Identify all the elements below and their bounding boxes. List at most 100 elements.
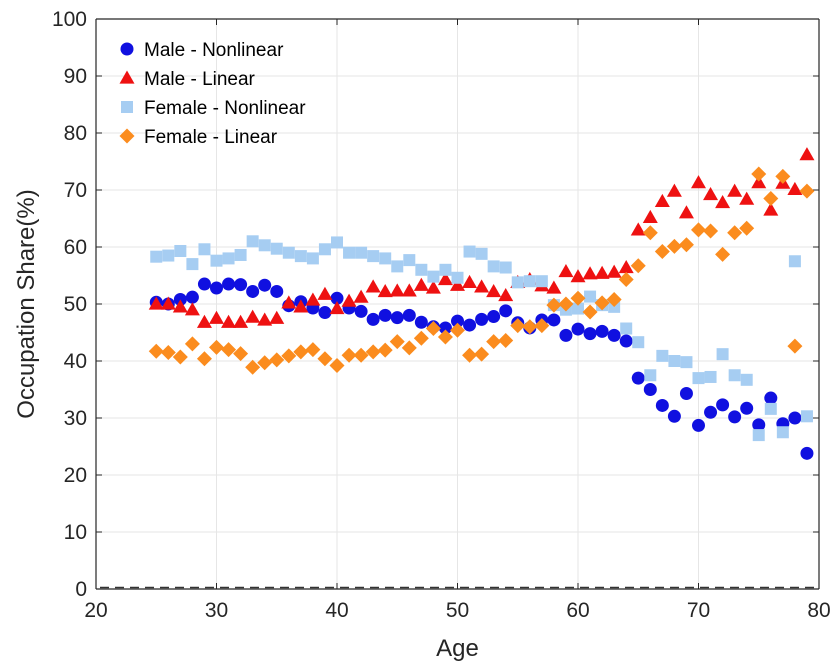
axes: 20 30 40 50 60 70 80 0 10 20 30 40 50 60 70 80 90 100	[52, 8, 831, 622]
legend-marker	[121, 101, 133, 113]
data-point	[667, 409, 681, 423]
y-tick-label: 50	[64, 293, 87, 316]
data-point	[463, 318, 477, 332]
data-point	[401, 340, 417, 356]
data-point	[162, 249, 175, 262]
data-point	[728, 410, 742, 424]
data-point	[668, 355, 681, 367]
data-point	[474, 346, 490, 362]
data-point	[642, 209, 658, 223]
legend-entry: Female - Linear	[119, 127, 278, 148]
series-4	[148, 166, 815, 375]
data-point	[209, 310, 224, 324]
data-point	[438, 321, 452, 335]
data-point	[666, 183, 682, 197]
x-tick-label: 60	[566, 599, 589, 622]
data-point	[764, 402, 777, 415]
data-point	[644, 369, 657, 382]
data-point	[679, 386, 693, 400]
data-point	[475, 312, 489, 326]
y-tick-label: 0	[75, 578, 87, 601]
data-point	[451, 271, 464, 284]
data-point	[678, 205, 694, 219]
data-point	[172, 349, 188, 365]
data-point	[258, 278, 272, 292]
data-point	[317, 351, 333, 367]
data-point	[367, 250, 380, 263]
data-point	[415, 263, 428, 276]
data-point	[425, 280, 441, 294]
data-point	[413, 330, 429, 346]
legend: Male - Nonlinear Male - Linear Female - No…	[119, 40, 306, 148]
data-point	[451, 314, 464, 328]
data-point	[680, 356, 693, 369]
data-point	[630, 222, 646, 236]
data-point	[522, 319, 538, 335]
axis-labels: Age Occupation Share(%)	[13, 189, 479, 662]
data-point	[258, 239, 271, 252]
y-tick-label: 100	[52, 8, 87, 31]
y-tick-label: 70	[64, 179, 87, 202]
data-point	[293, 299, 309, 313]
data-point	[570, 269, 586, 283]
data-point	[582, 304, 598, 320]
data-point	[402, 308, 416, 322]
y-tick-label: 80	[64, 122, 87, 145]
data-point	[365, 279, 381, 293]
y-axis-label: Occupation Share(%)	[13, 189, 40, 418]
data-point	[221, 314, 237, 328]
data-point	[245, 309, 261, 323]
x-tick-label: 70	[687, 599, 710, 622]
data-point	[353, 289, 369, 303]
data-point	[606, 264, 622, 278]
data-point	[184, 336, 200, 352]
data-point	[257, 312, 273, 326]
data-point	[246, 284, 260, 298]
data-point	[209, 339, 224, 355]
data-point	[618, 271, 634, 287]
data-point	[692, 418, 705, 432]
data-point	[692, 372, 705, 385]
data-point	[331, 236, 343, 249]
data-point	[389, 334, 405, 350]
data-point	[572, 302, 584, 315]
data-point	[222, 277, 236, 291]
data-point	[414, 315, 428, 329]
data-point	[764, 391, 778, 405]
data-point	[174, 244, 187, 257]
x-tick-label: 30	[205, 599, 228, 622]
data-point	[294, 250, 307, 263]
data-point	[691, 222, 706, 238]
data-point	[546, 280, 562, 294]
data-point	[196, 314, 212, 328]
data-point	[570, 290, 586, 306]
data-point	[691, 175, 706, 189]
legend-entry: Female - Nonlinear	[121, 98, 306, 119]
data-point	[703, 187, 719, 201]
data-point	[160, 296, 176, 310]
data-point	[727, 225, 743, 241]
data-point	[763, 202, 779, 216]
data-point	[618, 260, 634, 274]
data-point	[775, 168, 791, 184]
legend-entry: Male - Linear	[119, 69, 256, 90]
data-point	[620, 322, 633, 335]
data-point	[462, 274, 478, 288]
data-point	[437, 329, 453, 345]
data-point	[619, 334, 633, 348]
data-point	[740, 401, 754, 415]
data-point	[558, 296, 574, 312]
data-point	[788, 411, 802, 425]
data-point	[269, 310, 285, 324]
data-point	[172, 299, 188, 313]
x-tick-label: 80	[807, 599, 830, 622]
data-point	[210, 254, 223, 267]
data-point	[185, 290, 199, 304]
data-point	[739, 191, 755, 205]
data-point	[800, 446, 814, 460]
data-point	[487, 260, 500, 273]
data-point	[703, 223, 719, 239]
data-point	[234, 278, 248, 292]
